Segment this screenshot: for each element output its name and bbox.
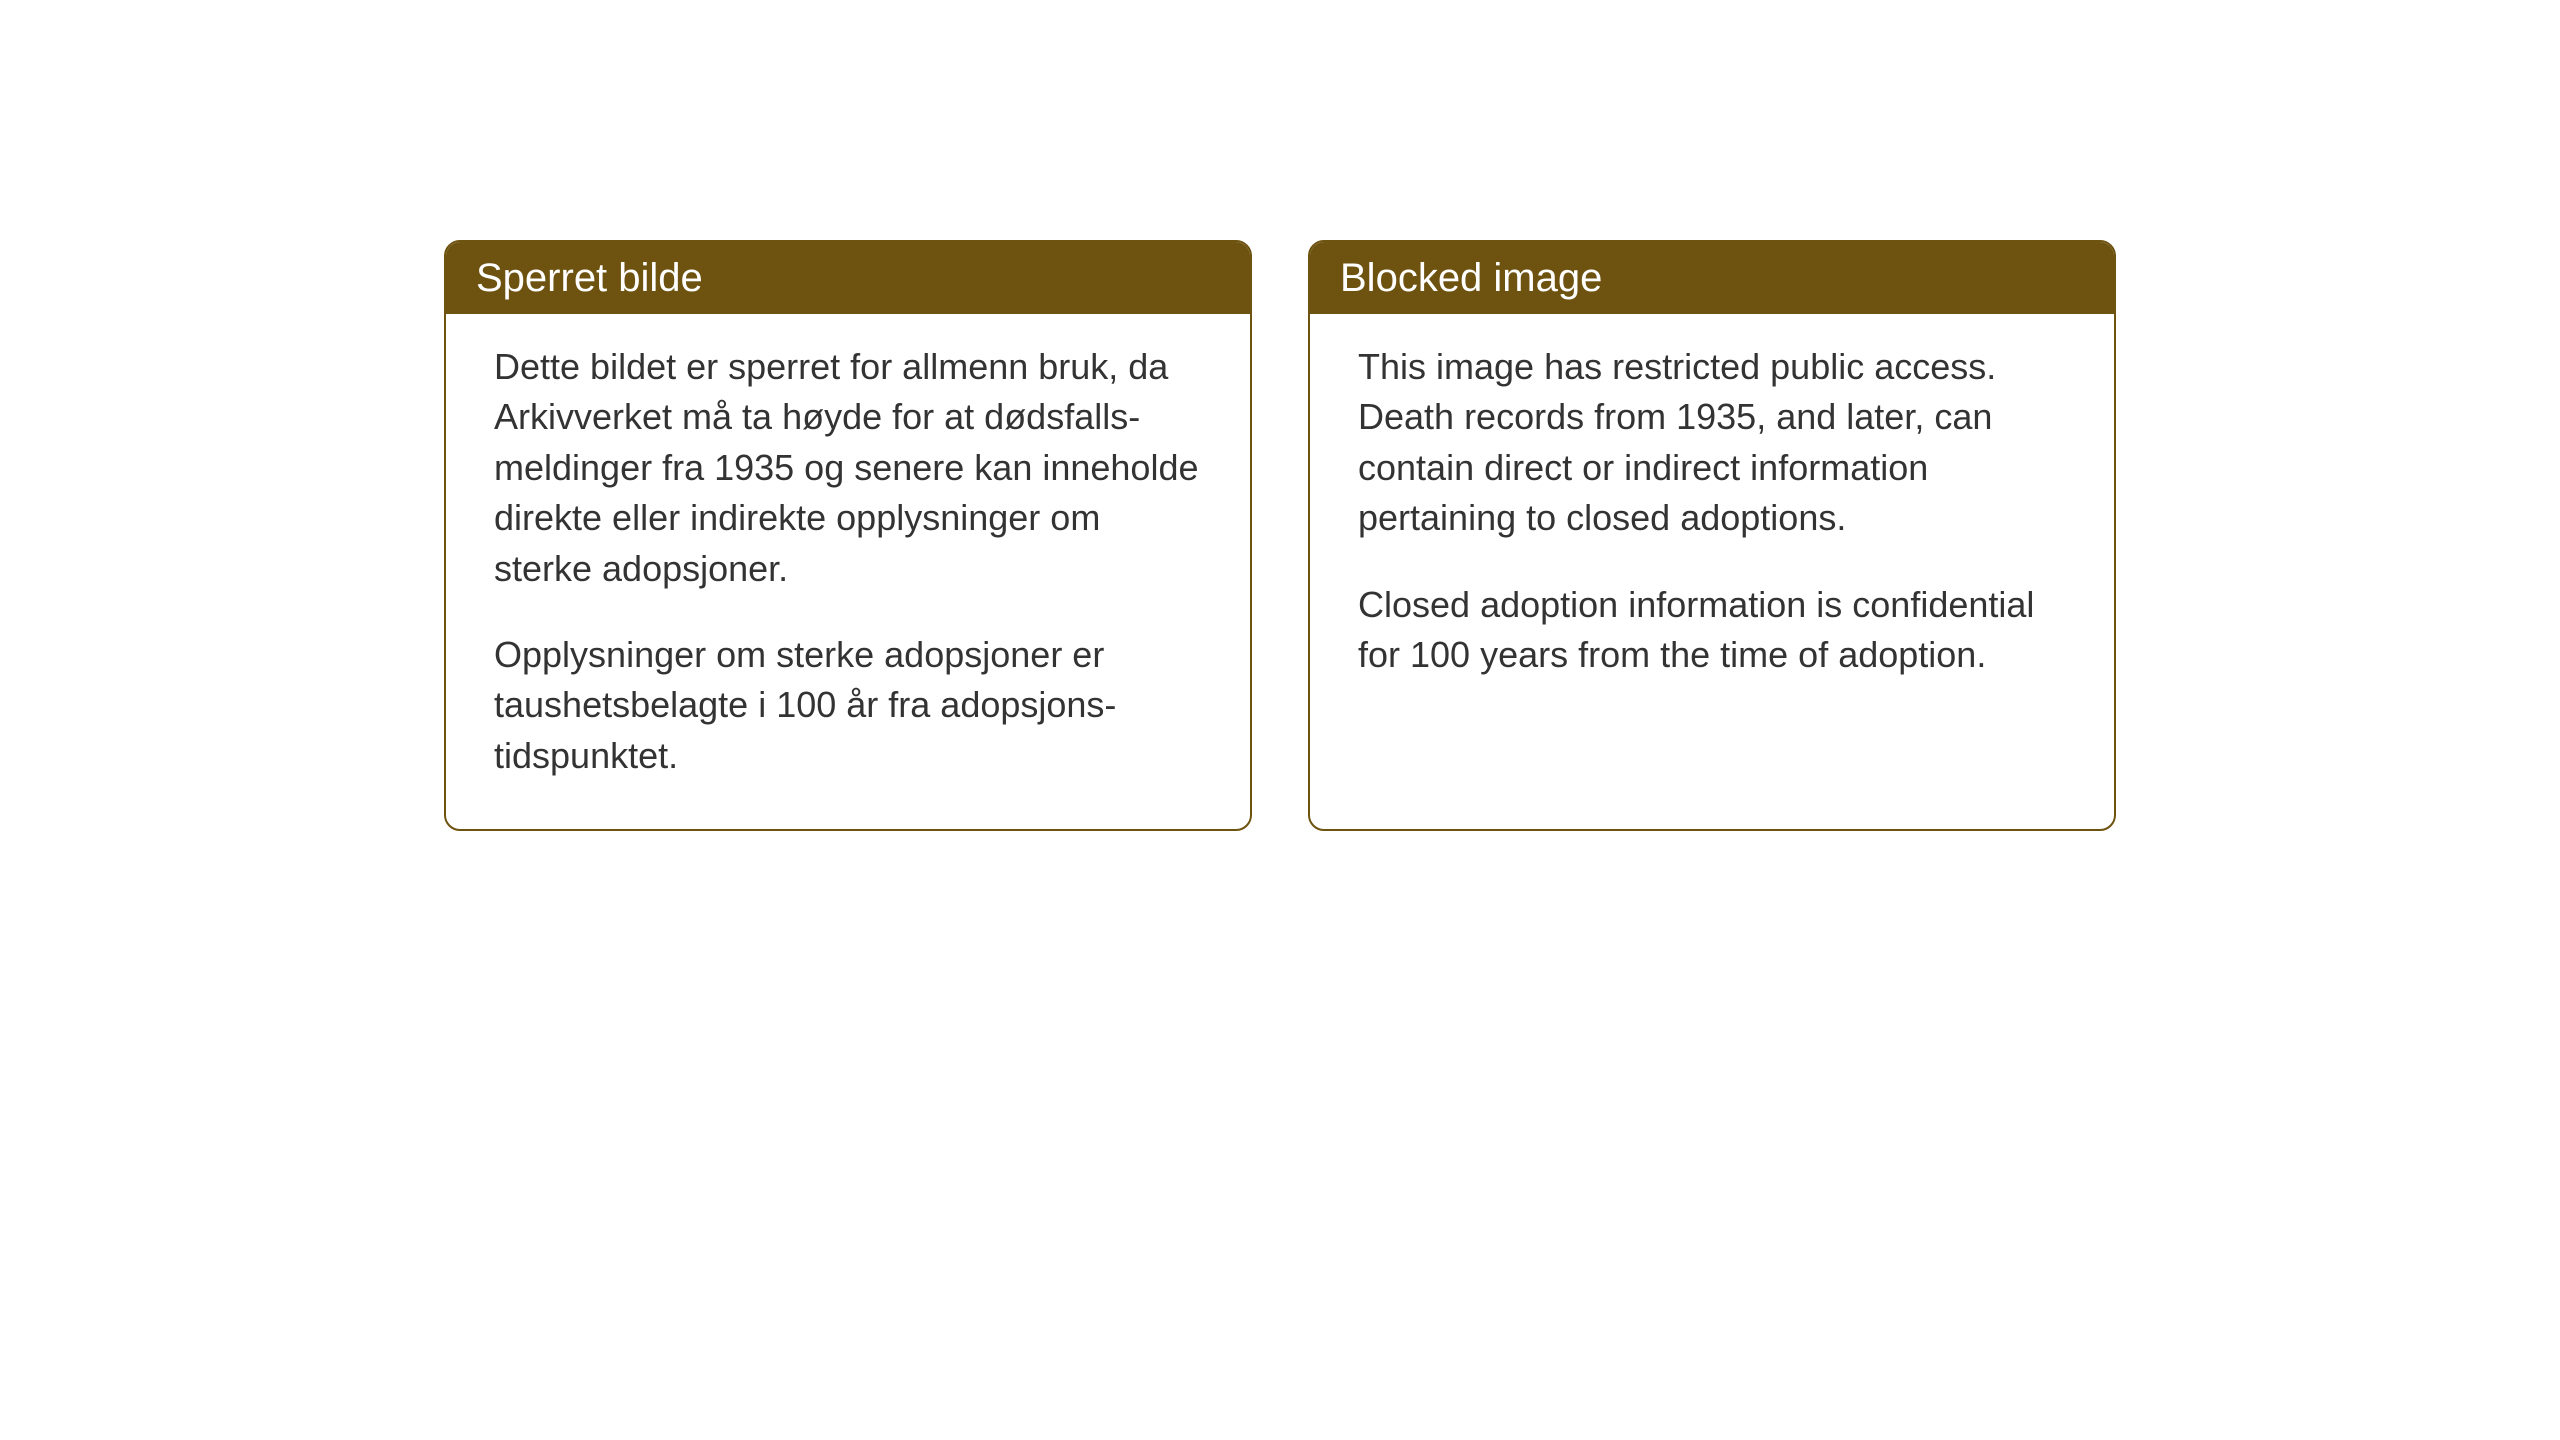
- card-norwegian-paragraph-2: Opplysninger om sterke adopsjoner er tau…: [494, 630, 1202, 781]
- card-english-paragraph-1: This image has restricted public access.…: [1358, 342, 2066, 544]
- card-english-body: This image has restricted public access.…: [1310, 314, 2114, 728]
- card-norwegian-header: Sperret bilde: [446, 242, 1250, 314]
- card-english-title: Blocked image: [1340, 256, 1602, 300]
- card-norwegian-title: Sperret bilde: [476, 256, 703, 300]
- card-english-header: Blocked image: [1310, 242, 2114, 314]
- cards-container: Sperret bilde Dette bildet er sperret fo…: [444, 240, 2116, 831]
- card-norwegian: Sperret bilde Dette bildet er sperret fo…: [444, 240, 1252, 831]
- card-norwegian-paragraph-1: Dette bildet er sperret for allmenn bruk…: [494, 342, 1202, 594]
- card-english: Blocked image This image has restricted …: [1308, 240, 2116, 831]
- card-norwegian-body: Dette bildet er sperret for allmenn bruk…: [446, 314, 1250, 829]
- card-english-paragraph-2: Closed adoption information is confident…: [1358, 580, 2066, 681]
